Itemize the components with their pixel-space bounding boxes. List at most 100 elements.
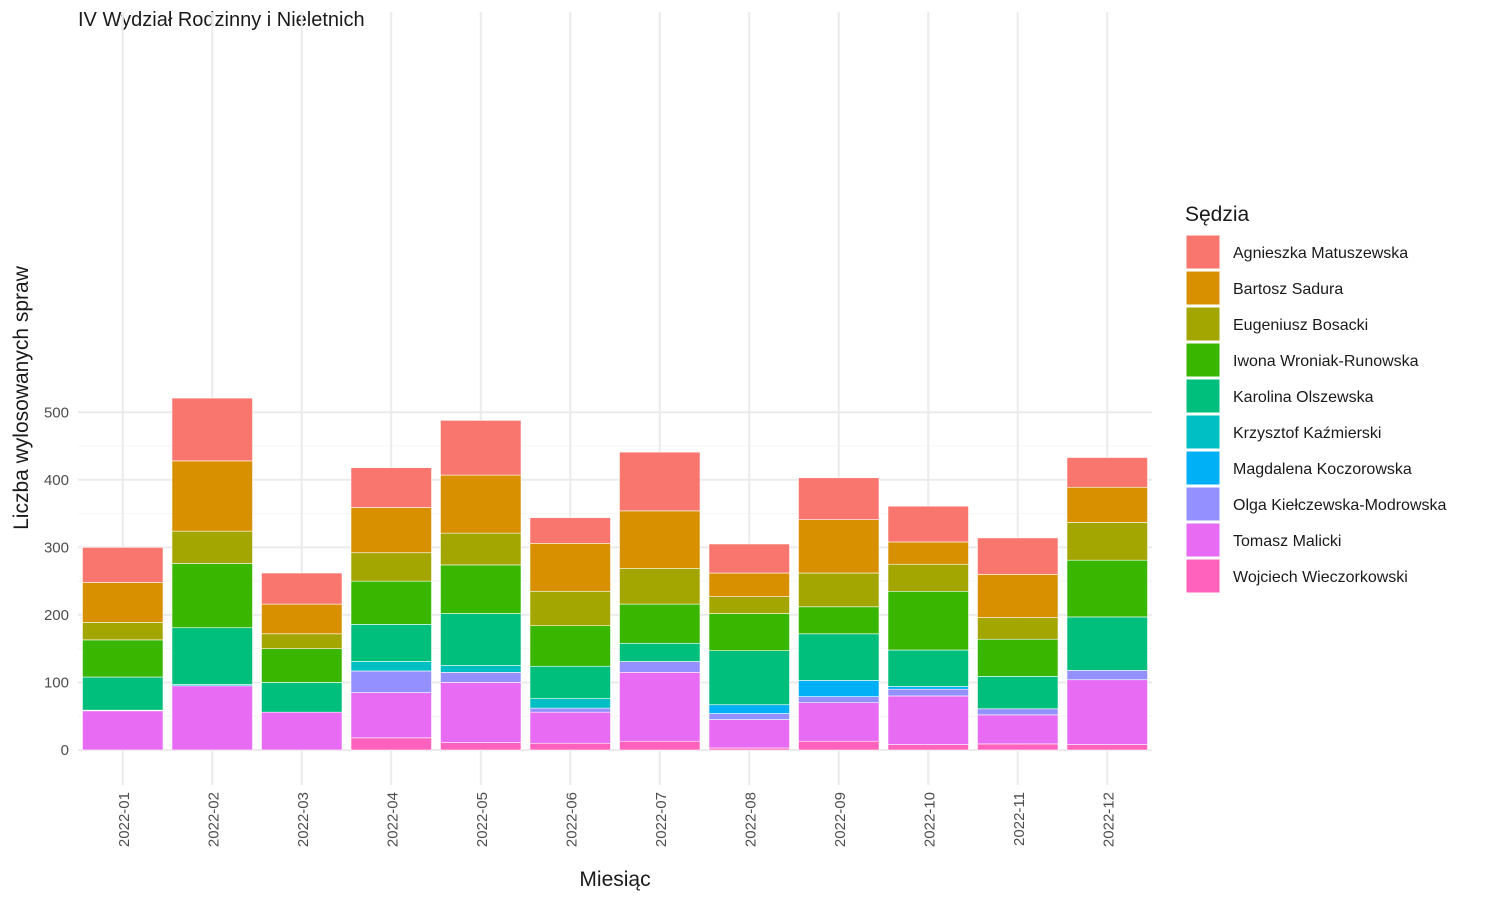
bar-segment bbox=[1066, 522, 1148, 561]
y-tick-label: 500 bbox=[44, 404, 69, 421]
bar-segment bbox=[977, 638, 1059, 677]
x-tick-label: 2022-01 bbox=[116, 792, 133, 847]
legend-title: Sędzia bbox=[1185, 203, 1250, 226]
bar-segment bbox=[619, 661, 701, 673]
legend-label: Agnieszka Matuszewska bbox=[1233, 245, 1408, 262]
bar-segment bbox=[798, 572, 880, 608]
bar-segment bbox=[171, 460, 253, 532]
bar-segment bbox=[171, 397, 253, 462]
y-tick-label: 0 bbox=[61, 742, 69, 759]
legend-swatch bbox=[1185, 270, 1221, 306]
bar-segment bbox=[798, 606, 880, 635]
bar-segment bbox=[82, 710, 164, 751]
bar-segment bbox=[350, 624, 432, 662]
bar-segment bbox=[798, 680, 880, 697]
bar-segment bbox=[798, 702, 880, 742]
legend-label: Olga Kiełczewska-Modrowska bbox=[1233, 497, 1447, 514]
bar-segment bbox=[529, 542, 611, 592]
bar-segment bbox=[708, 713, 790, 720]
bar-segment bbox=[977, 617, 1059, 640]
bar-segment bbox=[261, 682, 343, 713]
bar-segment bbox=[977, 676, 1059, 710]
bar-segment bbox=[82, 639, 164, 678]
legend-swatch bbox=[1185, 234, 1221, 270]
bar-segment bbox=[261, 572, 343, 605]
bar-segment bbox=[708, 596, 790, 614]
x-tick-label: 2022-02 bbox=[205, 792, 222, 847]
bar-segment bbox=[529, 517, 611, 544]
bar-segment bbox=[529, 590, 611, 627]
bar-segment bbox=[171, 685, 253, 751]
bar-segment bbox=[887, 590, 969, 651]
bar-segment bbox=[798, 477, 880, 520]
legend-swatch bbox=[1185, 342, 1221, 378]
bar-segment bbox=[82, 622, 164, 641]
bar-segment bbox=[798, 633, 880, 681]
bar-segment bbox=[350, 661, 432, 672]
bar-segment bbox=[619, 510, 701, 569]
bar-segment bbox=[440, 564, 522, 614]
bar-segment bbox=[261, 648, 343, 683]
bar-segment bbox=[887, 695, 969, 745]
bar-segment bbox=[440, 672, 522, 683]
x-axis-ticks: 2022-01 2022-02 2022-03 2022-04 2022-05 2022-… bbox=[116, 792, 1118, 847]
bar-segment bbox=[350, 692, 432, 739]
bar-segment bbox=[529, 698, 611, 709]
bar-segment bbox=[887, 744, 969, 751]
bar-segment bbox=[82, 582, 164, 623]
legend: Sędzia Agnieszka Matuszewska Bartosz Sadu… bbox=[1185, 203, 1447, 594]
bar-segment bbox=[261, 711, 343, 751]
bar-segment bbox=[887, 688, 969, 697]
bar-segment bbox=[708, 747, 790, 751]
legend-label: Krzysztof Kaźmierski bbox=[1233, 425, 1381, 442]
bar-segment bbox=[1066, 486, 1148, 523]
bar-segment bbox=[350, 552, 432, 582]
bar-segment bbox=[529, 711, 611, 744]
y-tick-label: 200 bbox=[44, 607, 69, 624]
bar-segment bbox=[350, 580, 432, 625]
legend-label: Iwona Wroniak-Runowska bbox=[1233, 353, 1419, 370]
bar-segment bbox=[82, 676, 164, 711]
x-tick-label: 2022-12 bbox=[1100, 792, 1117, 847]
bar-segment bbox=[1066, 559, 1148, 618]
bar-segment bbox=[887, 563, 969, 592]
legend-label: Karolina Olszewska bbox=[1233, 389, 1374, 406]
bar-segment bbox=[82, 547, 164, 583]
bar-segment bbox=[529, 665, 611, 699]
bar-segment bbox=[708, 650, 790, 706]
legend-swatch bbox=[1185, 486, 1221, 522]
y-tick-label: 400 bbox=[44, 472, 69, 489]
bar-segment bbox=[350, 737, 432, 751]
bar-segment bbox=[977, 537, 1059, 575]
bar-segment bbox=[440, 742, 522, 751]
bar-segment bbox=[529, 707, 611, 713]
bar-segment bbox=[171, 563, 253, 629]
bar-segment bbox=[798, 740, 880, 751]
bar-segment bbox=[1066, 616, 1148, 671]
legend-label: Bartosz Sadura bbox=[1233, 281, 1343, 298]
bar-segment bbox=[798, 519, 880, 574]
bar-segment bbox=[887, 649, 969, 687]
plot-panel bbox=[78, 12, 1152, 785]
bar-segment bbox=[261, 633, 343, 649]
bars bbox=[82, 397, 1148, 751]
bar-segment bbox=[1066, 679, 1148, 745]
bar-segment bbox=[798, 696, 880, 704]
legend-label: Magdalena Koczorowska bbox=[1233, 461, 1412, 478]
bar-segment bbox=[977, 714, 1059, 745]
bar-segment bbox=[887, 541, 969, 565]
x-tick-label: 2022-05 bbox=[474, 792, 491, 847]
x-tick-label: 2022-11 bbox=[1011, 792, 1028, 846]
bar-segment bbox=[619, 567, 701, 605]
x-tick-label: 2022-08 bbox=[742, 792, 759, 847]
bar-segment bbox=[619, 451, 701, 512]
bar-segment bbox=[977, 574, 1059, 618]
legend-label: Eugeniusz Bosacki bbox=[1233, 317, 1368, 334]
bar-segment bbox=[708, 572, 790, 597]
bar-segment bbox=[529, 625, 611, 667]
bar-segment bbox=[440, 420, 522, 476]
bar-segment bbox=[350, 670, 432, 693]
bar-segment bbox=[887, 505, 969, 543]
bar-segment bbox=[440, 474, 522, 534]
bar-segment bbox=[1066, 669, 1148, 681]
